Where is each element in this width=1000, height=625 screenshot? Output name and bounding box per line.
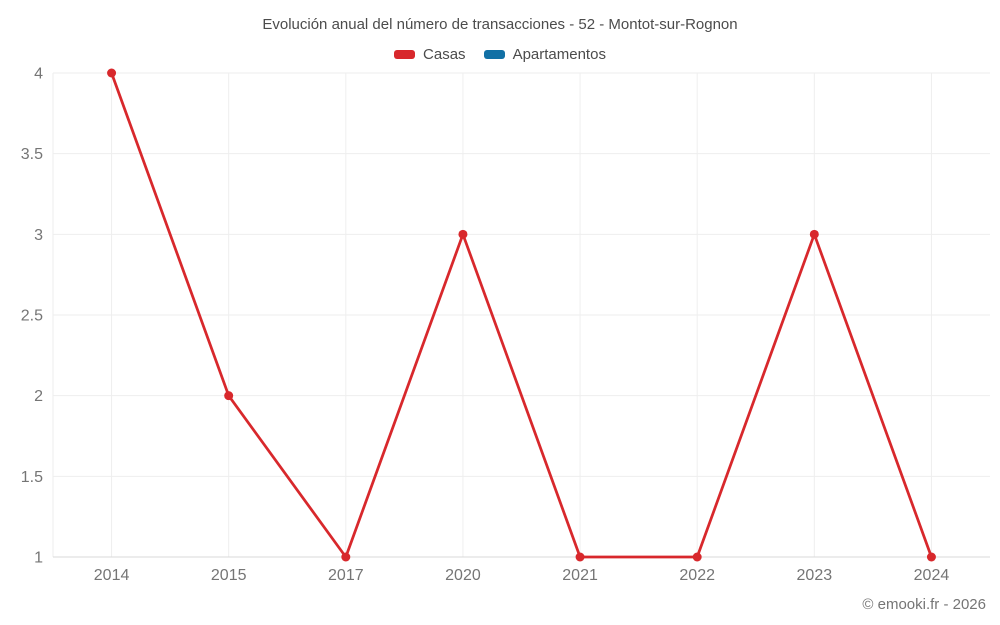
y-axis-label: 1.5 (21, 469, 43, 486)
legend-item-apartamentos[interactable]: Apartamentos (483, 46, 606, 63)
x-axis-label: 2017 (328, 567, 364, 584)
data-point-casas[interactable] (926, 552, 936, 562)
data-point-casas[interactable] (692, 552, 702, 562)
data-point-casas[interactable] (458, 229, 468, 239)
y-axis-label: 4 (34, 66, 43, 83)
chart-title: Evolución anual del número de transaccio… (262, 16, 738, 33)
x-axis-label: 2014 (94, 567, 130, 584)
y-axis-label: 1 (34, 550, 43, 567)
x-axis-label: 2023 (797, 567, 833, 584)
legend-swatch-casas (394, 50, 416, 59)
data-point-casas[interactable] (809, 229, 819, 239)
x-axis-label: 2020 (445, 567, 481, 584)
y-axis-label: 2.5 (21, 308, 43, 325)
legend-item-casas[interactable]: Casas (394, 46, 466, 63)
x-axis-label: 2022 (679, 567, 715, 584)
x-axis-label: 2024 (914, 567, 950, 584)
legend-swatch-apartamentos (483, 50, 505, 59)
legend: Casas Apartamentos (0, 46, 1000, 63)
series-line-casas (110, 72, 933, 559)
x-axis-label: 2021 (562, 567, 598, 584)
data-point-casas[interactable] (224, 391, 234, 401)
legend-label-apartamentos: Apartamentos (512, 46, 606, 63)
copyright-footer: © emooki.fr - 2026 (862, 596, 986, 613)
x-axis-label: 2015 (211, 567, 247, 584)
y-axis-label: 2 (34, 388, 43, 405)
data-point-casas[interactable] (341, 552, 351, 562)
data-point-casas[interactable] (107, 68, 117, 78)
y-axis-label: 3.5 (21, 146, 43, 163)
data-point-casas[interactable] (575, 552, 585, 562)
y-axis-label: 3 (34, 227, 43, 244)
legend-label-casas: Casas (423, 46, 466, 63)
